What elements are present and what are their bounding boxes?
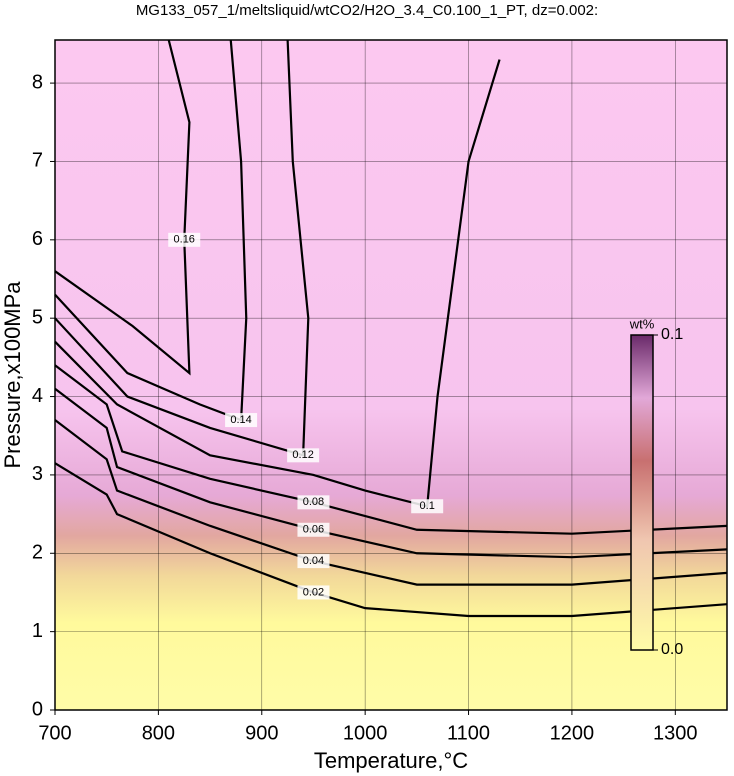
contour-label: 0.1: [420, 500, 435, 512]
contour-label-bg: [297, 522, 330, 537]
contour-label: 0.12: [292, 449, 313, 461]
colorbar-tick-label: 0.0: [661, 641, 683, 658]
y-tick-label: 8: [32, 71, 43, 93]
plot-area: [55, 40, 727, 710]
x-tick-label: 1100: [447, 722, 490, 744]
x-tick-label: 800: [142, 722, 175, 744]
y-tick-label: 0: [32, 698, 43, 720]
contour-label: 0.16: [174, 234, 195, 246]
contour-label-bg: [297, 585, 330, 600]
contour-label-bg: [225, 413, 258, 428]
x-tick-label: 900: [245, 722, 278, 744]
contour-label: 0.08: [303, 496, 324, 508]
y-tick-label: 7: [32, 150, 43, 172]
y-tick-label: 3: [32, 463, 43, 485]
contour-label: 0.04: [303, 555, 324, 567]
plot-frame: [54, 39, 728, 711]
contour-label-bg: [287, 448, 320, 463]
contour-label: 0.02: [303, 586, 324, 598]
chart-title: MG133_057_1/meltsliquid/wtCO2/H2O_3.4_C0…: [136, 2, 598, 19]
y-tick-label: 6: [32, 228, 43, 250]
contour-line: [54, 39, 191, 376]
x-tick-label: 1300: [653, 722, 698, 744]
contour-label-bg: [297, 554, 330, 569]
contour-label-bg: [411, 499, 444, 514]
contour-line: [54, 419, 728, 586]
x-tick-label: 700: [38, 722, 71, 744]
contour-line: [54, 364, 728, 535]
contour-line: [54, 59, 501, 508]
x-tick-label: 1000: [343, 722, 388, 744]
contour-line: [54, 387, 728, 559]
colorbar-label: wt%: [629, 316, 655, 331]
colorbar: [630, 334, 654, 651]
contour-label: 0.06: [303, 524, 324, 536]
x-tick-label: 1200: [550, 722, 595, 744]
y-tick-label: 2: [32, 542, 43, 564]
y-tick-label: 1: [32, 620, 43, 642]
colorbar-tick-label: 0.1: [661, 326, 683, 343]
x-axis-label: Temperature,°C: [314, 748, 468, 773]
contour-label-bg: [168, 232, 201, 247]
contour-label: 0.14: [230, 414, 251, 426]
y-tick-label: 5: [32, 306, 43, 328]
y-tick-label: 4: [32, 385, 43, 407]
contour-label-bg: [297, 495, 330, 510]
y-axis-label: Pressure,x100MPa: [0, 281, 25, 469]
